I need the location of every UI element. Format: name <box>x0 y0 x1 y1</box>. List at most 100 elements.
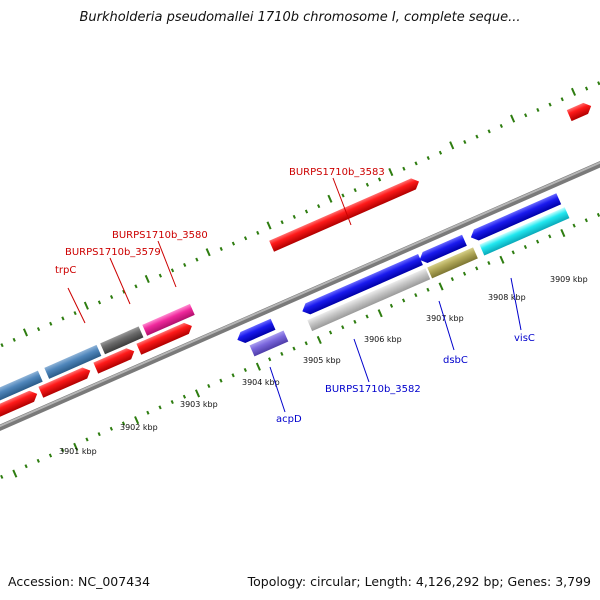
scale-label: 3905 kbp <box>303 356 341 365</box>
pink-feature[interactable] <box>142 303 195 336</box>
minor-tick <box>280 220 284 225</box>
minor-tick <box>61 316 65 321</box>
major-tick <box>22 328 29 337</box>
minor-tick <box>402 166 406 171</box>
minor-tick <box>0 474 4 479</box>
minor-tick <box>182 394 187 399</box>
minor-tick <box>426 287 430 292</box>
minor-tick <box>584 86 589 91</box>
minor-tick <box>450 277 454 282</box>
minor-tick <box>280 351 284 356</box>
genome-summary-text: Topology: circular; Length: 4,126,292 bp… <box>247 574 591 589</box>
minor-tick <box>73 311 77 316</box>
minor-tick <box>499 123 503 128</box>
minor-tick <box>535 239 540 244</box>
major-tick <box>255 362 261 371</box>
map-title: Burkholderia pseudomallei 1710b chromoso… <box>79 10 521 25</box>
trpC-feature[interactable] <box>0 370 43 410</box>
major-tick <box>73 442 79 451</box>
minor-tick <box>365 314 369 319</box>
minor-tick <box>36 458 40 463</box>
b3580-leader <box>157 240 177 288</box>
inner-tick-marks <box>0 212 600 479</box>
acpD-label[interactable]: acpD <box>276 414 302 425</box>
trpC-label[interactable]: trpC <box>55 265 76 276</box>
minor-tick <box>158 405 162 410</box>
minor-tick <box>256 230 260 235</box>
BURPS1710b_3582-gene[interactable] <box>300 253 423 317</box>
minor-tick <box>109 426 113 431</box>
major-tick <box>510 114 516 123</box>
BURPS1710b_3580-feature[interactable] <box>100 326 144 355</box>
dsbC-label[interactable]: dsbC <box>443 355 468 366</box>
minor-tick <box>341 325 345 330</box>
visC-feature[interactable] <box>479 207 570 256</box>
minor-tick <box>292 346 296 351</box>
minor-tick <box>243 236 248 241</box>
minor-tick <box>61 448 65 453</box>
minor-tick <box>536 107 540 112</box>
fwd-gene-3[interactable] <box>38 365 92 398</box>
major-tick <box>205 248 211 257</box>
minor-tick <box>24 464 28 469</box>
minor-tick <box>134 284 138 289</box>
minor-tick <box>353 319 357 324</box>
visC-gene[interactable] <box>468 193 562 243</box>
fwd-gene-7[interactable] <box>566 100 594 122</box>
scale-label: 3901 kbp <box>59 447 97 456</box>
fwd-gene-2[interactable] <box>0 388 40 428</box>
b3579-leader <box>109 257 131 305</box>
minor-tick <box>170 400 174 405</box>
minor-tick <box>292 214 296 219</box>
BURPS1710b_3579-feature[interactable] <box>44 344 102 379</box>
major-tick <box>560 228 566 238</box>
minor-tick <box>548 234 552 239</box>
minor-tick <box>304 209 309 214</box>
fwd-gene-5[interactable] <box>136 320 194 355</box>
fwd-gene-1[interactable] <box>269 176 421 252</box>
minor-tick <box>317 204 321 209</box>
major-tick <box>194 389 201 398</box>
visC-label[interactable]: visC <box>514 333 535 344</box>
accession-text: Accession: NC_007434 <box>8 574 151 589</box>
b3580-label[interactable]: BURPS1710b_3580 <box>112 230 208 241</box>
minor-tick <box>511 250 515 255</box>
minor-tick <box>207 384 211 389</box>
major-tick <box>316 335 322 345</box>
minor-tick <box>97 300 102 305</box>
rev-gene-1[interactable] <box>235 318 276 346</box>
minor-tick <box>377 177 382 182</box>
minor-tick <box>523 245 528 250</box>
scale-label: 3908 kbp <box>488 293 526 302</box>
dsbC-gene[interactable] <box>417 234 467 266</box>
b3583-label[interactable]: BURPS1710b_3583 <box>289 167 385 178</box>
major-tick <box>144 274 150 284</box>
minor-tick <box>389 303 394 308</box>
b3579-label[interactable]: BURPS1710b_3579 <box>65 247 161 258</box>
minor-tick <box>146 410 150 415</box>
minor-tick <box>219 378 223 383</box>
scale-label: 3904 kbp <box>242 378 280 387</box>
minor-tick <box>426 156 430 161</box>
minor-tick <box>365 182 369 187</box>
minor-tick <box>596 212 600 217</box>
minor-tick <box>12 337 16 342</box>
fwd-gene-4[interactable] <box>93 346 136 374</box>
visC-leader <box>510 277 522 331</box>
dsbC-feature[interactable] <box>427 247 478 279</box>
b3582-label[interactable]: BURPS1710b_3582 <box>325 384 421 395</box>
minor-tick <box>475 134 479 139</box>
major-tick <box>377 309 383 318</box>
major-tick <box>499 255 505 264</box>
scale-label: 3902 kbp <box>120 423 158 432</box>
minor-tick <box>560 97 564 102</box>
minor-tick <box>475 266 479 271</box>
major-tick <box>388 167 394 177</box>
trpC-leader <box>67 287 86 324</box>
scale-label: 3906 kbp <box>364 335 402 344</box>
major-tick <box>83 301 89 310</box>
scale-label: 3909 kbp <box>550 275 588 284</box>
BURPS1710b_3582-feature[interactable] <box>307 268 431 332</box>
minor-tick <box>353 188 357 193</box>
acpD-feature[interactable] <box>249 330 289 357</box>
